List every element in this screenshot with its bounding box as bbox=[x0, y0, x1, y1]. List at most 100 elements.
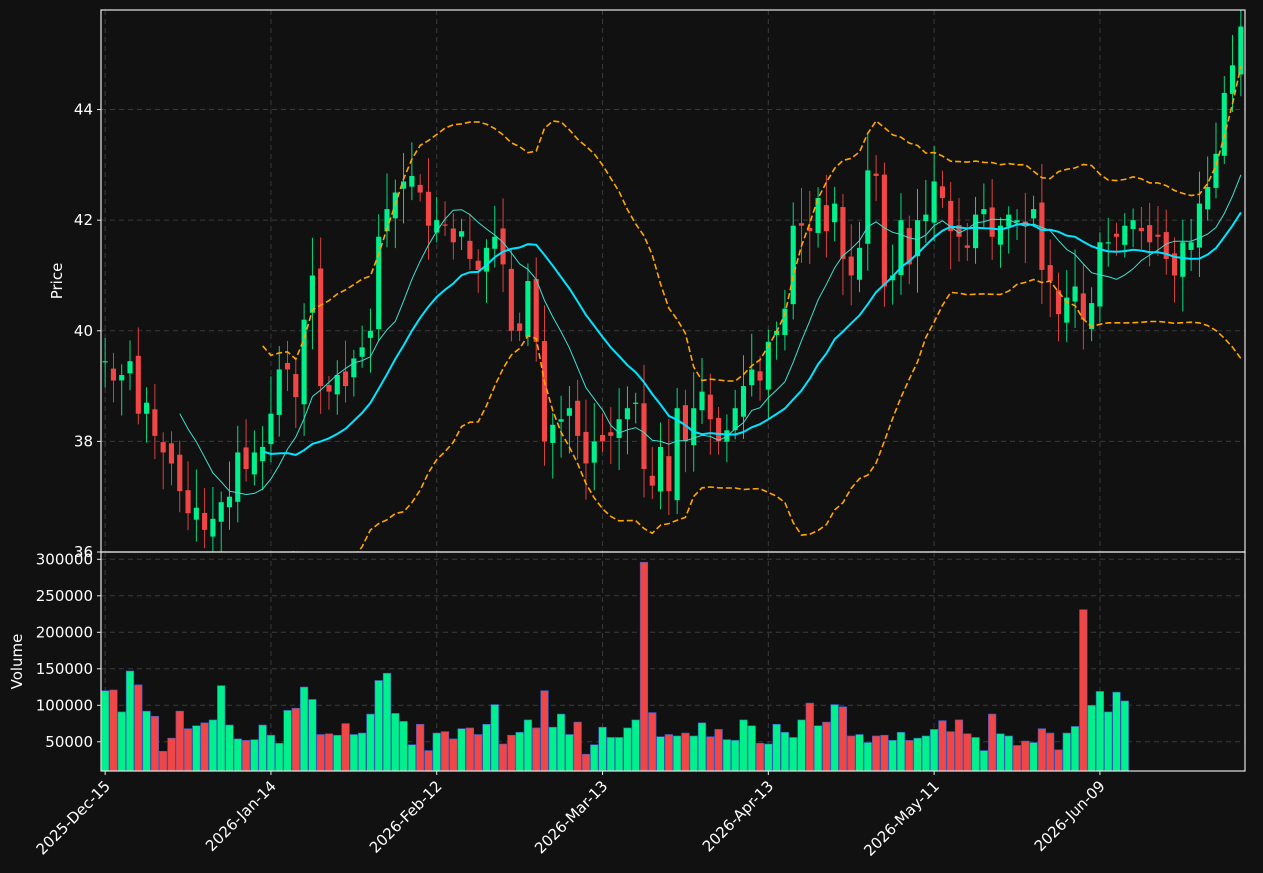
volume-bar bbox=[150, 715, 159, 772]
candle-body bbox=[782, 308, 788, 336]
volume-bar bbox=[349, 734, 358, 772]
candle-body bbox=[517, 323, 523, 331]
candle bbox=[218, 491, 224, 552]
volume-bar bbox=[183, 728, 193, 772]
candle bbox=[425, 158, 432, 260]
volume-bar bbox=[341, 723, 350, 772]
candle bbox=[1055, 272, 1062, 342]
candle bbox=[1229, 34, 1236, 112]
candle-body bbox=[608, 432, 614, 436]
upper-band-line bbox=[262, 66, 1242, 382]
candle bbox=[923, 180, 929, 243]
price-tick-label: 38 bbox=[74, 432, 93, 450]
candle-body bbox=[832, 203, 838, 223]
volume-bar bbox=[581, 753, 591, 772]
candle-body bbox=[1014, 220, 1020, 223]
candle-body bbox=[1238, 26, 1244, 75]
candle bbox=[467, 213, 473, 270]
candle bbox=[1238, 10, 1244, 97]
volume-bar bbox=[689, 735, 698, 772]
volume-bar bbox=[706, 736, 715, 772]
candle-body bbox=[649, 475, 655, 486]
candle bbox=[674, 388, 680, 515]
candle-body bbox=[483, 247, 490, 272]
candle bbox=[342, 340, 349, 403]
volume-bar bbox=[1029, 742, 1038, 772]
candle-body bbox=[268, 413, 274, 445]
candle-body bbox=[914, 220, 921, 257]
candle bbox=[1072, 249, 1078, 328]
volume-bar bbox=[606, 737, 615, 772]
candle-body bbox=[798, 223, 805, 226]
candle bbox=[517, 312, 523, 342]
candle-body bbox=[682, 405, 689, 442]
candle-body bbox=[1163, 232, 1169, 259]
candle bbox=[210, 487, 216, 552]
candle bbox=[1147, 202, 1153, 267]
volume-bar bbox=[631, 719, 640, 772]
candle-body bbox=[1122, 225, 1128, 245]
volume-bar bbox=[482, 723, 491, 772]
volume-bar bbox=[474, 734, 483, 772]
candle-body bbox=[881, 174, 887, 287]
candle bbox=[500, 198, 506, 293]
candle-body bbox=[168, 443, 175, 464]
candle bbox=[815, 187, 821, 248]
candle bbox=[367, 308, 373, 373]
candle bbox=[699, 358, 705, 424]
volume-bar bbox=[1120, 700, 1129, 772]
volume-bar bbox=[789, 737, 798, 772]
candle bbox=[707, 373, 713, 455]
candle-body bbox=[276, 369, 282, 415]
candle-body bbox=[102, 361, 108, 363]
candle bbox=[624, 386, 630, 455]
candle bbox=[260, 426, 266, 491]
volume-bar bbox=[673, 735, 682, 772]
candle bbox=[740, 355, 747, 439]
candle-body bbox=[840, 207, 846, 259]
candle bbox=[284, 340, 291, 392]
candle-body bbox=[210, 518, 216, 537]
candle-body bbox=[1039, 202, 1045, 270]
volume-bar bbox=[1021, 740, 1030, 772]
candle bbox=[251, 430, 257, 486]
volume-bar bbox=[780, 732, 790, 772]
candle-body bbox=[616, 419, 622, 438]
candle-body bbox=[318, 268, 324, 387]
price-tick-label: 36 bbox=[74, 543, 93, 561]
volume-bar bbox=[905, 740, 914, 772]
volume-bar bbox=[805, 702, 814, 772]
volume-bar bbox=[333, 734, 342, 772]
candle bbox=[856, 221, 863, 293]
candle bbox=[334, 360, 340, 415]
candle bbox=[633, 392, 639, 424]
candle-body bbox=[633, 402, 639, 404]
candle-body bbox=[1072, 286, 1078, 302]
long-moving-average-line bbox=[262, 211, 1242, 456]
price-tick-label: 44 bbox=[74, 101, 93, 119]
volume-bar bbox=[125, 670, 135, 772]
candle-body bbox=[401, 181, 407, 189]
volume-bar bbox=[1095, 691, 1105, 772]
volume-bar bbox=[275, 742, 284, 772]
candle-body bbox=[467, 240, 473, 259]
candle bbox=[268, 376, 274, 463]
candle-body bbox=[923, 214, 929, 222]
candle-body bbox=[425, 191, 432, 226]
candle bbox=[682, 389, 689, 473]
volume-bar bbox=[200, 722, 209, 772]
volume-bar bbox=[822, 721, 831, 772]
candle-body bbox=[599, 435, 606, 442]
volume-bar bbox=[896, 732, 906, 772]
candle bbox=[1138, 207, 1144, 250]
candle-body bbox=[1080, 293, 1086, 320]
candle-body bbox=[135, 355, 141, 414]
candle bbox=[135, 327, 141, 425]
candle-body bbox=[997, 225, 1004, 245]
candle bbox=[119, 364, 125, 416]
candle bbox=[591, 402, 597, 491]
volume-bar bbox=[623, 727, 632, 772]
volume-bar bbox=[722, 739, 731, 772]
candle-body bbox=[525, 281, 531, 337]
